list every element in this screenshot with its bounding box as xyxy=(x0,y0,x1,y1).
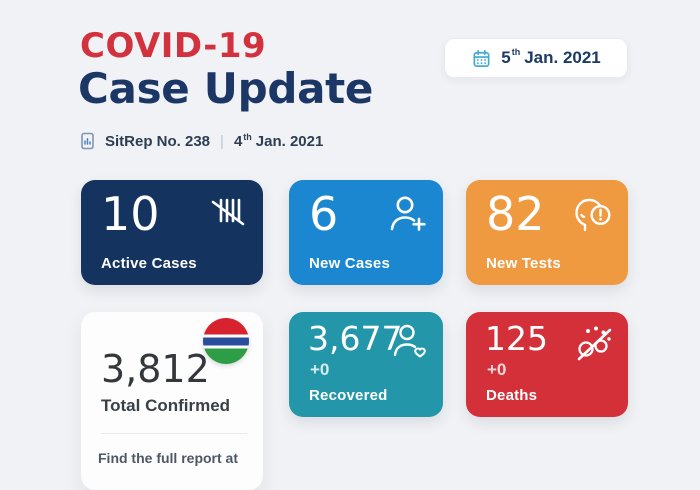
sitrep-separator: | xyxy=(220,132,224,150)
gambia-flag-icon xyxy=(203,318,249,364)
recovered-value: 3,677 xyxy=(308,319,403,358)
sitrep-number: SitRep No. 238 xyxy=(105,132,211,150)
active-cases-label: Active Cases xyxy=(101,255,197,272)
tally-icon xyxy=(204,193,248,233)
card-new-tests: 82 New Tests xyxy=(466,180,628,285)
page-title-covid: COVID-19 xyxy=(80,26,267,66)
card-recovered: 3,677 +0 Recovered xyxy=(289,312,443,417)
user-add-icon xyxy=(386,193,428,235)
active-cases-value: 10 xyxy=(101,187,160,241)
calendar-icon xyxy=(471,48,492,69)
total-confirmed-value: 3,812 xyxy=(101,347,210,391)
card-divider xyxy=(101,433,247,434)
card-new-cases: 6 New Cases xyxy=(289,180,443,285)
person-heart-icon xyxy=(390,322,430,362)
new-tests-value: 82 xyxy=(486,187,545,241)
deaths-delta: +0 xyxy=(487,360,507,379)
virus-slash-icon xyxy=(573,322,615,362)
card-active-cases: 10 Active Cases xyxy=(81,180,263,285)
report-icon xyxy=(80,132,95,150)
page-title-case-update: Case Update xyxy=(78,64,374,113)
new-cases-value: 6 xyxy=(309,187,339,241)
full-report-note: Find the full report at xyxy=(98,450,238,466)
card-deaths: 125 +0 Deaths xyxy=(466,312,628,417)
new-cases-label: New Cases xyxy=(309,255,391,272)
head-thermometer-icon xyxy=(569,193,613,235)
card-total-confirmed: 3,812 Total Confirmed Find the full repo… xyxy=(81,312,263,490)
new-tests-label: New Tests xyxy=(486,255,561,272)
deaths-label: Deaths xyxy=(486,387,538,404)
deaths-value: 125 xyxy=(485,319,548,358)
recovered-label: Recovered xyxy=(309,387,388,404)
recovered-delta: +0 xyxy=(310,360,330,379)
total-confirmed-label: Total Confirmed xyxy=(101,396,231,415)
